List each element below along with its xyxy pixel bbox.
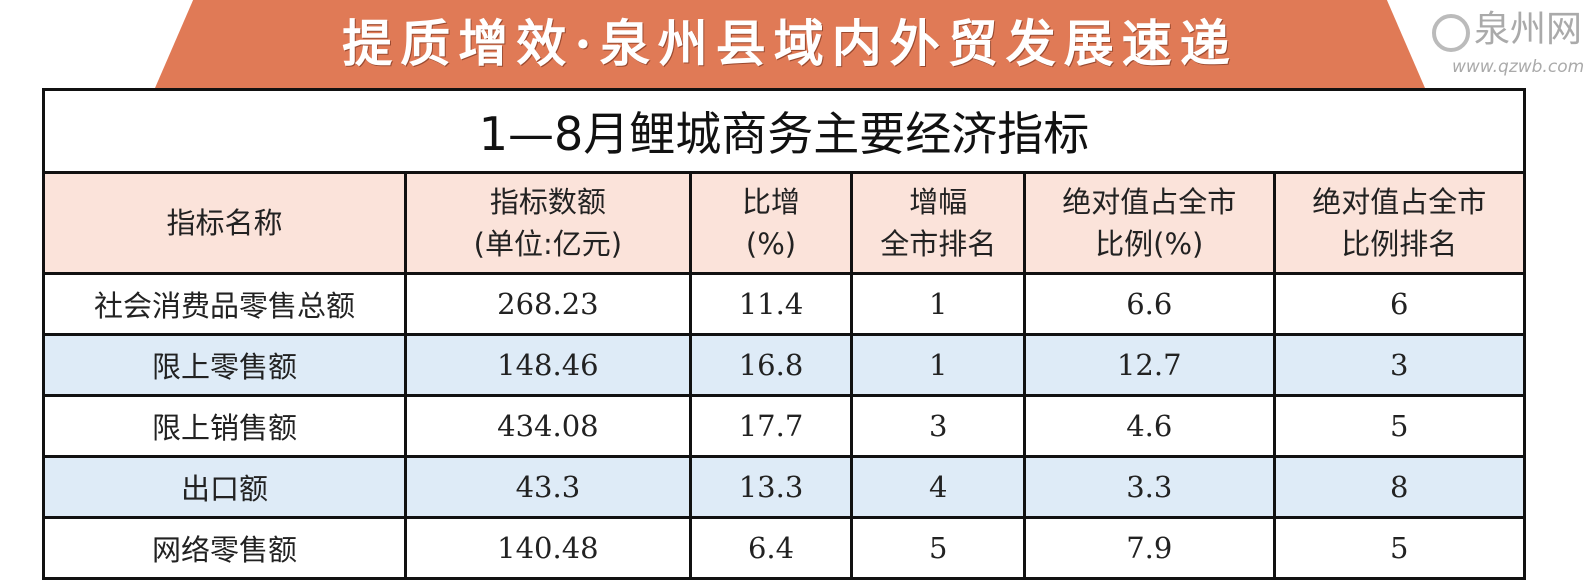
cell: 5 bbox=[1272, 394, 1527, 458]
cell: 6 bbox=[1272, 272, 1527, 336]
cell: 11.4 bbox=[688, 272, 854, 336]
watermark-url: www.qzwb.com bbox=[1452, 57, 1585, 77]
cell: 4.6 bbox=[1023, 394, 1276, 458]
watermark-name: 泉州网 bbox=[1474, 9, 1583, 50]
cell: 17.7 bbox=[688, 394, 854, 458]
table-row: 限上零售额 148.46 16.8 1 12.7 3 bbox=[41, 333, 1527, 397]
cell: 社会消费品零售总额 bbox=[41, 272, 408, 336]
cell: 出口额 bbox=[41, 455, 408, 519]
cell: 4 bbox=[850, 455, 1027, 519]
watermark-logo: 泉州网 www.qzwb.com bbox=[1432, 6, 1592, 84]
cell: 3.3 bbox=[1023, 455, 1276, 519]
cell: 5 bbox=[1272, 516, 1527, 580]
table-row: 社会消费品零售总额 268.23 11.4 1 6.6 6 bbox=[41, 272, 1527, 336]
cell: 1 bbox=[850, 333, 1027, 397]
table-header-row: 指标名称 指标数额 (单位:亿元) 比增 (%) 增幅 全市排名 绝对值占全市 比例(%… bbox=[41, 171, 1527, 275]
cell: 434.08 bbox=[404, 394, 692, 458]
cell: 限上销售额 bbox=[41, 394, 408, 458]
cell: 12.7 bbox=[1023, 333, 1276, 397]
cell: 6.6 bbox=[1023, 272, 1276, 336]
cell: 5 bbox=[850, 516, 1027, 580]
cell: 3 bbox=[1272, 333, 1527, 397]
cell: 16.8 bbox=[688, 333, 854, 397]
cell: 268.23 bbox=[404, 272, 692, 336]
cell: 6.4 bbox=[688, 516, 854, 580]
header-share: 绝对值占全市 比例(%) bbox=[1023, 171, 1276, 275]
banner-title: 提质增效·泉州县域内外贸发展速递 bbox=[342, 14, 1238, 73]
cell: 限上零售额 bbox=[41, 333, 408, 397]
cell: 3 bbox=[850, 394, 1027, 458]
table-row: 出口额 43.3 13.3 4 3.3 8 bbox=[41, 455, 1527, 519]
cell: 网络零售额 bbox=[41, 516, 408, 580]
indicator-table: 1—8月鲤城商务主要经济指标 指标名称 指标数额 (单位:亿元) 比增 (%) 增幅… bbox=[41, 88, 1527, 580]
cell: 13.3 bbox=[688, 455, 854, 519]
cell: 148.46 bbox=[404, 333, 692, 397]
cell: 1 bbox=[850, 272, 1027, 336]
watermark-circle-icon bbox=[1432, 14, 1470, 52]
section-banner: 提质增效·泉州县域内外贸发展速递 bbox=[155, 0, 1425, 88]
header-growth-rank: 增幅 全市排名 bbox=[850, 171, 1027, 275]
cell: 7.9 bbox=[1023, 516, 1276, 580]
cell: 140.48 bbox=[404, 516, 692, 580]
table-title: 1—8月鲤城商务主要经济指标 bbox=[42, 88, 1526, 174]
table-row: 网络零售额 140.48 6.4 5 7.9 5 bbox=[41, 516, 1527, 580]
cell: 43.3 bbox=[404, 455, 692, 519]
header-share-rank: 绝对值占全市 比例排名 bbox=[1272, 171, 1527, 275]
header-growth: 比增 (%) bbox=[688, 171, 854, 275]
header-name: 指标名称 bbox=[41, 171, 408, 275]
header-amount: 指标数额 (单位:亿元) bbox=[404, 171, 692, 275]
table-row: 限上销售额 434.08 17.7 3 4.6 5 bbox=[41, 394, 1527, 458]
cell: 8 bbox=[1272, 455, 1527, 519]
